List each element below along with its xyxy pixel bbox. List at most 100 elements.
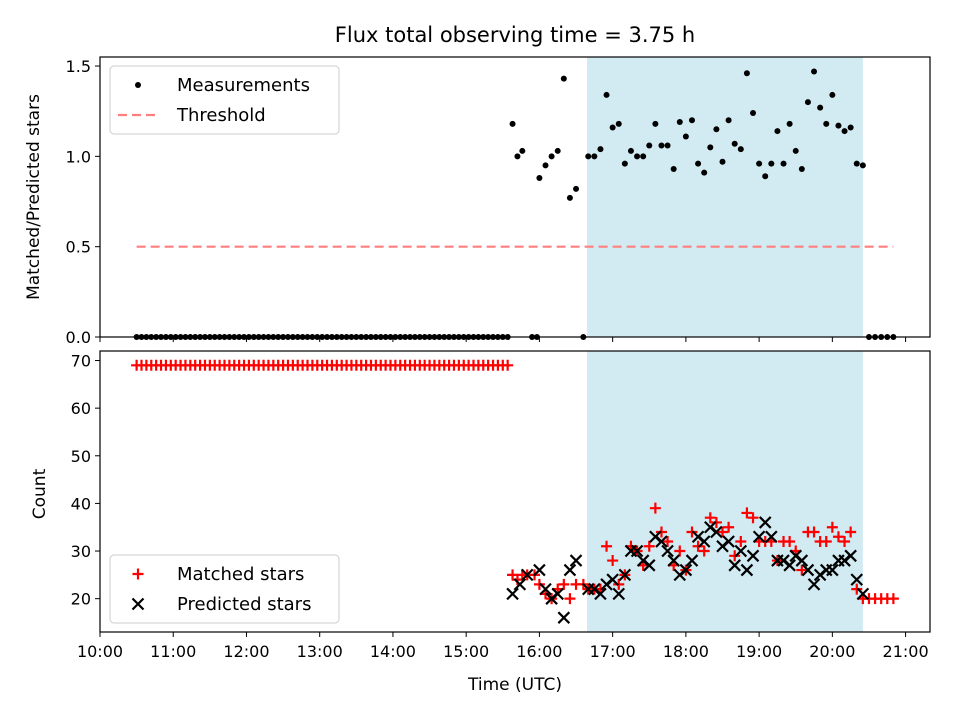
data-point xyxy=(762,173,769,180)
data-point xyxy=(728,559,741,572)
data-point xyxy=(710,525,723,539)
legend-label: Predicted stars xyxy=(177,594,311,615)
data-point xyxy=(704,512,716,524)
data-point xyxy=(554,147,561,154)
y-tick-label: 0.5 xyxy=(66,238,91,257)
data-point xyxy=(826,521,838,533)
legend-box xyxy=(109,554,340,624)
data-point xyxy=(649,502,661,514)
data-point xyxy=(519,147,526,154)
data-point xyxy=(594,587,607,601)
data-point xyxy=(640,153,647,160)
data-point xyxy=(845,526,857,538)
y-tick-label: 1.5 xyxy=(66,57,91,76)
data-point xyxy=(844,549,857,563)
data-point xyxy=(856,587,870,601)
data-point xyxy=(768,160,775,167)
data-point xyxy=(740,563,754,577)
data-point xyxy=(569,554,583,567)
x-tick-label: 16:00 xyxy=(516,642,562,661)
legend-label: Threshold xyxy=(176,105,266,126)
data-point xyxy=(606,573,619,586)
data-point xyxy=(756,160,763,167)
data-point xyxy=(506,587,519,601)
data-point xyxy=(774,128,781,135)
data-point xyxy=(548,153,555,160)
data-point xyxy=(566,194,573,201)
y-tick-label: 20 xyxy=(71,590,91,609)
data-point xyxy=(513,578,527,591)
data-point xyxy=(688,117,695,124)
data-point xyxy=(601,540,613,552)
data-point xyxy=(685,554,699,567)
data-point xyxy=(533,563,546,577)
ratio-panel: 0.0 0.5 1.0 1.5 Measurements Threshold xyxy=(66,56,931,347)
data-point xyxy=(817,104,824,111)
y-tick-label: 50 xyxy=(71,447,91,466)
data-point xyxy=(829,91,836,98)
data-point xyxy=(612,587,626,601)
y-axis-label-count: Count xyxy=(30,468,50,519)
data-point xyxy=(826,563,839,577)
legend-marker xyxy=(132,568,144,580)
data-point xyxy=(713,126,720,133)
legend-label: Measurements xyxy=(177,75,310,96)
y-tick-label: 30 xyxy=(71,542,91,561)
data-point xyxy=(731,140,738,147)
data-point xyxy=(758,516,772,529)
data-point xyxy=(698,545,710,557)
legend: Measurements Threshold xyxy=(109,65,340,135)
data-point xyxy=(798,166,805,172)
data-point xyxy=(664,142,671,149)
data-point xyxy=(536,175,543,182)
data-point xyxy=(796,564,808,576)
count-panel: 20 30 40 50 60 70 10:00 11:00 12:00 13:00 14:00 15:… xyxy=(71,350,931,661)
y-tick-label: 60 xyxy=(71,399,91,418)
data-point xyxy=(723,521,735,533)
data-point xyxy=(717,526,728,538)
plot-frame xyxy=(99,350,931,633)
data-point xyxy=(737,146,744,153)
data-point xyxy=(835,122,842,129)
y-tick-label: 70 xyxy=(71,352,91,371)
data-point xyxy=(850,573,864,586)
data-point xyxy=(839,536,851,548)
x-tick-label: 17:00 xyxy=(590,642,636,661)
data-point xyxy=(655,535,668,548)
data-point xyxy=(560,75,567,82)
data-point xyxy=(832,531,844,543)
data-point xyxy=(670,166,677,172)
data-point xyxy=(551,587,564,601)
y-tick-label: 0.0 xyxy=(66,328,91,347)
y-tick-label: 40 xyxy=(71,494,91,513)
data-point xyxy=(701,169,708,176)
observing-window-span xyxy=(587,351,863,632)
data-point xyxy=(747,512,759,524)
data-point xyxy=(618,568,632,582)
data-point xyxy=(804,99,811,106)
legend-marker xyxy=(135,82,141,88)
data-point xyxy=(591,153,598,160)
data-point xyxy=(676,119,683,126)
legend-box xyxy=(109,65,340,135)
series-predicted-stars xyxy=(506,516,870,624)
data-point xyxy=(667,554,680,567)
data-point xyxy=(784,536,796,548)
data-point xyxy=(682,133,689,140)
data-point xyxy=(573,185,580,192)
legend: Matched stars Predicted stars xyxy=(109,554,340,624)
x-tick-label: 15:00 xyxy=(443,642,489,661)
data-point xyxy=(743,70,750,77)
data-point xyxy=(597,146,604,153)
data-point xyxy=(557,611,571,624)
data-point xyxy=(564,593,576,605)
data-point xyxy=(752,530,766,544)
data-point xyxy=(646,142,653,149)
data-point xyxy=(765,530,778,544)
data-point xyxy=(859,162,866,169)
data-point xyxy=(741,507,753,519)
x-tick-label: 19:00 xyxy=(736,642,782,661)
data-point xyxy=(615,120,622,127)
x-tick-label: 21:00 xyxy=(883,642,929,661)
